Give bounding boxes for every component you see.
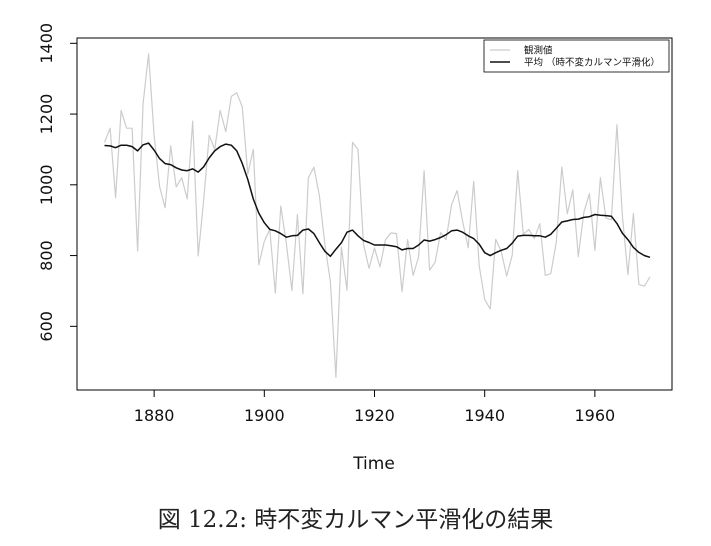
x-axis-title: Time: [352, 454, 395, 474]
x-tick-label: 1940: [464, 406, 505, 425]
figure-caption: 図 12.2: 時不変カルマン平滑化の結果: [157, 507, 554, 533]
legend-entry: 観測値: [524, 45, 553, 57]
x-axis: 1880 1900 1920 1940 1960: [134, 390, 615, 425]
y-axis: 600 800 1000 1200 1400: [37, 23, 77, 342]
y-tick-label: 800: [37, 240, 56, 271]
x-tick-label: 1920: [354, 406, 395, 425]
smoothed-mean-line: [104, 142, 651, 259]
legend-box: [483, 39, 670, 73]
y-tick-label: 600: [37, 311, 56, 342]
legend-entry: 平均 （時不変カルマン平滑化）: [524, 57, 660, 69]
y-tick-label: 1000: [37, 164, 56, 205]
observed-line: [103, 53, 651, 378]
y-tick-label: 1400: [37, 23, 56, 64]
x-tick-label: 1960: [575, 406, 616, 425]
plot-frame: [76, 37, 673, 391]
series-lines: [103, 53, 651, 378]
x-tick-label: 1900: [244, 406, 285, 425]
x-tick-label: 1880: [134, 406, 175, 425]
y-tick-label: 1200: [37, 94, 56, 135]
